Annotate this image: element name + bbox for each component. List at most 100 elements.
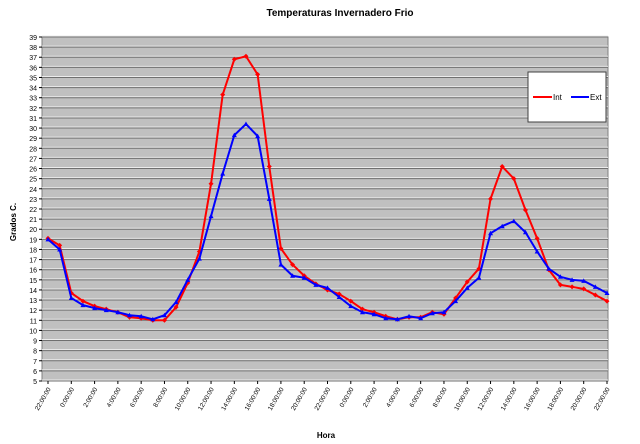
data-point	[255, 71, 261, 77]
data-point	[371, 311, 377, 317]
data-point	[103, 307, 109, 313]
data-point	[255, 133, 261, 139]
data-point	[325, 285, 330, 290]
data-point	[534, 235, 540, 241]
data-point	[161, 312, 167, 318]
y-tick-label: 27	[29, 156, 37, 163]
data-point	[266, 196, 272, 201]
x-tick-label: 12:00:00	[477, 386, 496, 412]
data-point	[406, 313, 412, 319]
legend-box	[527, 71, 607, 123]
data-point	[511, 218, 517, 224]
y-tick-label: 10	[29, 328, 37, 335]
data-point	[243, 53, 249, 59]
legend-int-label: Int	[553, 93, 563, 102]
legend: Int Ext	[527, 71, 607, 123]
y-tick-label: 36	[29, 65, 37, 72]
y-tick-label: 13	[29, 298, 37, 305]
x-tick-label: 20:00:00	[290, 386, 309, 412]
data-point	[464, 285, 470, 290]
x-tick-label: 0:00:00	[59, 386, 76, 409]
x-tick-label: 6:00:00	[129, 386, 146, 409]
series-ext	[45, 121, 610, 322]
x-tick-label: 20:00:00	[570, 386, 589, 412]
y-tick-label: 15	[29, 278, 37, 285]
y-tick-label: 34	[29, 86, 37, 93]
x-tick-label: 8:00:00	[152, 386, 169, 409]
data-point	[290, 273, 296, 278]
data-point	[80, 298, 86, 304]
x-tick-label: 8:00:00	[432, 386, 449, 409]
data-point	[604, 290, 610, 295]
x-tick-label: 6:00:00	[408, 386, 425, 409]
chart-title: Temperaturas Invernadero Frio	[266, 8, 413, 19]
data-point	[301, 275, 307, 280]
y-tick-label: 26	[29, 167, 37, 174]
x-tick-label: 16:00:00	[244, 386, 263, 412]
data-point	[581, 286, 587, 292]
x-tick-label: 14:00:00	[220, 386, 239, 412]
data-point	[499, 223, 505, 229]
data-point	[290, 262, 296, 268]
x-axis-title: Hora	[317, 431, 336, 440]
y-tick-label: 19	[29, 237, 37, 244]
y-axis-title: Grados C.	[9, 203, 18, 241]
x-axis: 22:00:00 0:00:00 2:00:00 4:00:00 6:00:00 8:00…	[34, 381, 612, 412]
data-point	[266, 164, 272, 170]
data-point	[231, 56, 237, 62]
data-point	[453, 298, 459, 304]
y-tick-label: 29	[29, 136, 37, 143]
x-tick-label: 4:00:00	[106, 386, 123, 409]
y-tick-label: 24	[29, 187, 37, 194]
y-tick-label: 9	[33, 339, 37, 346]
x-tick-label: 2:00:00	[362, 386, 379, 409]
data-point	[511, 176, 517, 182]
data-point	[57, 242, 63, 248]
y-tick-label: 5	[33, 379, 37, 386]
data-point	[138, 313, 144, 319]
data-point	[604, 298, 610, 304]
data-point	[429, 310, 435, 316]
data-point	[220, 171, 226, 176]
gridlines	[42, 35, 608, 382]
y-tick-label: 37	[29, 55, 37, 62]
y-tick-label: 28	[29, 146, 37, 153]
y-tick-label: 18	[29, 247, 37, 254]
data-point	[231, 132, 237, 138]
y-tick-label: 14	[29, 288, 37, 295]
data-point	[534, 248, 540, 254]
data-point	[161, 317, 167, 323]
data-point	[359, 306, 365, 312]
data-point	[488, 196, 494, 202]
legend-ext-label: Ext	[590, 93, 602, 102]
data-point	[243, 121, 249, 127]
data-point	[592, 284, 598, 289]
x-tick-label: 18:00:00	[546, 386, 565, 412]
y-tick-label: 25	[29, 177, 37, 184]
y-tick-label: 17	[29, 258, 37, 265]
y-tick-label: 31	[29, 116, 37, 123]
data-point	[592, 292, 598, 298]
y-tick-label: 30	[29, 126, 37, 133]
data-point	[569, 277, 575, 282]
data-point	[348, 298, 354, 304]
data-point	[546, 266, 552, 271]
data-point	[348, 303, 354, 309]
data-point	[45, 236, 51, 242]
data-point	[476, 275, 482, 280]
data-point	[150, 316, 156, 322]
x-tick-label: 2:00:00	[82, 386, 99, 409]
y-tick-label: 35	[29, 75, 37, 82]
y-axis: 5 6 7 8 9 10 11 12 13 14 15 16 17 18 19 20 21 22 23 24 25 26 2…	[29, 35, 42, 386]
data-point	[488, 230, 494, 236]
y-tick-label: 12	[29, 308, 37, 315]
data-point	[522, 207, 528, 213]
data-point	[220, 92, 226, 98]
x-tick-label: 18:00:00	[267, 386, 286, 412]
data-point	[581, 278, 587, 283]
data-point	[173, 304, 179, 310]
data-point	[208, 181, 214, 187]
y-tick-label: 33	[29, 96, 37, 103]
data-point	[464, 279, 470, 285]
x-tick-label: 22:00:00	[34, 386, 53, 412]
